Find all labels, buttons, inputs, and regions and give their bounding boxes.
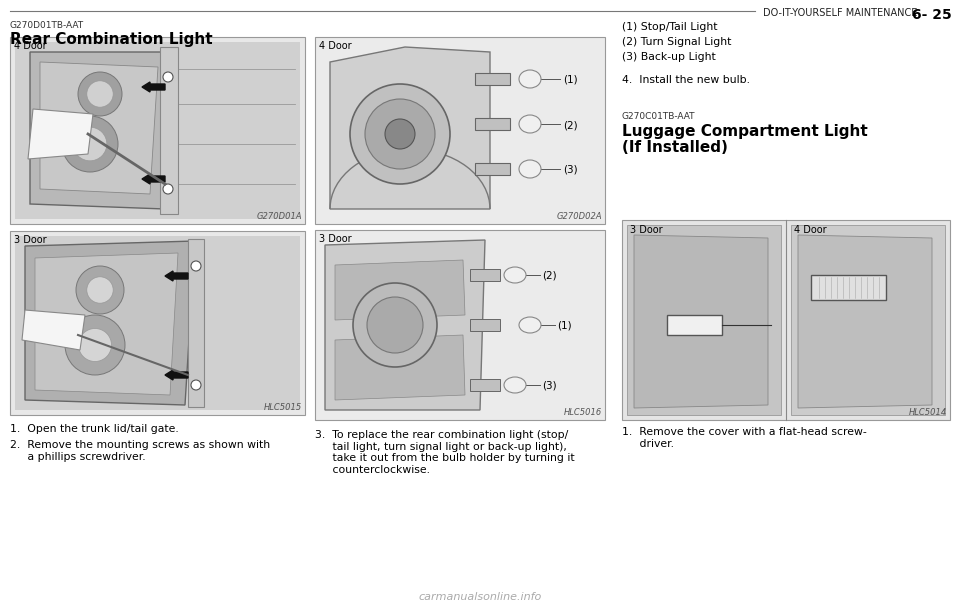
Polygon shape (15, 236, 300, 410)
Text: 3.  To replace the rear combination light (stop/
     tail light, turn signal li: 3. To replace the rear combination light… (315, 430, 575, 475)
Circle shape (86, 81, 113, 107)
Ellipse shape (519, 115, 541, 133)
Bar (622, 220, 950, 420)
Circle shape (65, 315, 125, 375)
Polygon shape (335, 260, 465, 320)
Text: (2): (2) (542, 271, 557, 281)
Text: 6- 25: 6- 25 (912, 8, 952, 22)
Text: HLC5016: HLC5016 (564, 408, 602, 417)
Text: (3): (3) (563, 165, 578, 175)
Text: 4 Door: 4 Door (794, 225, 827, 235)
Text: 4.  Install the new bulb.: 4. Install the new bulb. (622, 75, 750, 85)
Text: 1.  Open the trunk lid/tail gate.: 1. Open the trunk lid/tail gate. (10, 424, 179, 434)
Bar (627, 225, 781, 415)
Bar (470, 319, 500, 331)
Text: carmanualsonline.info: carmanualsonline.info (419, 592, 541, 602)
Circle shape (86, 277, 113, 303)
Circle shape (78, 72, 122, 116)
Text: (If Installed): (If Installed) (622, 140, 728, 155)
Text: 4 Door: 4 Door (14, 41, 47, 51)
Text: (2): (2) (563, 120, 578, 130)
Circle shape (350, 84, 450, 184)
Text: HLC5014: HLC5014 (909, 408, 947, 417)
Bar (315, 37, 605, 224)
Polygon shape (634, 235, 768, 408)
Ellipse shape (519, 317, 541, 333)
Text: 3 Door: 3 Door (319, 234, 351, 244)
Text: G270D01TB-AAT: G270D01TB-AAT (10, 21, 84, 30)
Circle shape (73, 127, 107, 161)
Bar (188, 239, 204, 407)
Text: G270D01A: G270D01A (256, 212, 302, 221)
Circle shape (365, 99, 435, 169)
Text: (1): (1) (563, 75, 578, 85)
Polygon shape (40, 62, 158, 194)
Circle shape (367, 297, 423, 353)
Text: 2.  Remove the mounting screws as shown with
     a phillips screwdriver.: 2. Remove the mounting screws as shown w… (10, 440, 270, 461)
Text: HLC5015: HLC5015 (264, 403, 302, 412)
Text: (3) Back-up Light: (3) Back-up Light (622, 52, 716, 62)
Polygon shape (28, 109, 93, 159)
FancyArrow shape (165, 271, 188, 281)
Circle shape (62, 116, 118, 172)
Text: Rear Combination Light: Rear Combination Light (10, 32, 212, 47)
Polygon shape (25, 241, 195, 405)
Polygon shape (335, 335, 465, 400)
Circle shape (76, 266, 124, 314)
Bar (10, 37, 305, 224)
Polygon shape (798, 235, 932, 408)
Bar (475, 163, 510, 175)
Text: 4 Door: 4 Door (319, 41, 351, 51)
Text: G270C01TB-AAT: G270C01TB-AAT (622, 112, 695, 121)
Bar (470, 379, 500, 391)
FancyArrow shape (142, 82, 165, 92)
FancyArrow shape (142, 174, 165, 184)
Text: (3): (3) (542, 381, 557, 391)
Circle shape (163, 184, 173, 194)
Polygon shape (35, 253, 178, 395)
Ellipse shape (504, 267, 526, 283)
Circle shape (385, 119, 415, 149)
Ellipse shape (519, 70, 541, 88)
Bar (315, 230, 605, 420)
Text: 3 Door: 3 Door (630, 225, 662, 235)
Bar (475, 118, 510, 130)
Polygon shape (325, 240, 485, 410)
Circle shape (79, 329, 111, 362)
Polygon shape (22, 310, 85, 350)
Text: (2) Turn Signal Light: (2) Turn Signal Light (622, 37, 732, 47)
Polygon shape (15, 42, 300, 219)
Polygon shape (330, 47, 490, 209)
Bar (667, 315, 722, 335)
Text: (1) Stop/Tail Light: (1) Stop/Tail Light (622, 22, 717, 32)
Ellipse shape (519, 160, 541, 178)
Text: DO-IT-YOURSELF MAINTENANCE: DO-IT-YOURSELF MAINTENANCE (763, 8, 918, 18)
Bar (470, 269, 500, 281)
Bar (160, 47, 178, 214)
Circle shape (191, 261, 201, 271)
Bar (475, 73, 510, 85)
Text: Luggage Compartment Light: Luggage Compartment Light (622, 124, 868, 139)
Circle shape (163, 72, 173, 82)
Bar (791, 225, 945, 415)
FancyArrow shape (165, 370, 188, 380)
Polygon shape (30, 52, 175, 209)
Text: (1): (1) (557, 321, 571, 331)
Text: 1.  Remove the cover with a flat-head screw-
     driver.: 1. Remove the cover with a flat-head scr… (622, 427, 867, 449)
Bar (811, 275, 886, 300)
Bar (10, 231, 305, 415)
Text: 3 Door: 3 Door (14, 235, 47, 245)
Circle shape (353, 283, 437, 367)
Circle shape (191, 380, 201, 390)
Ellipse shape (504, 377, 526, 393)
Text: G270D02A: G270D02A (557, 212, 602, 221)
